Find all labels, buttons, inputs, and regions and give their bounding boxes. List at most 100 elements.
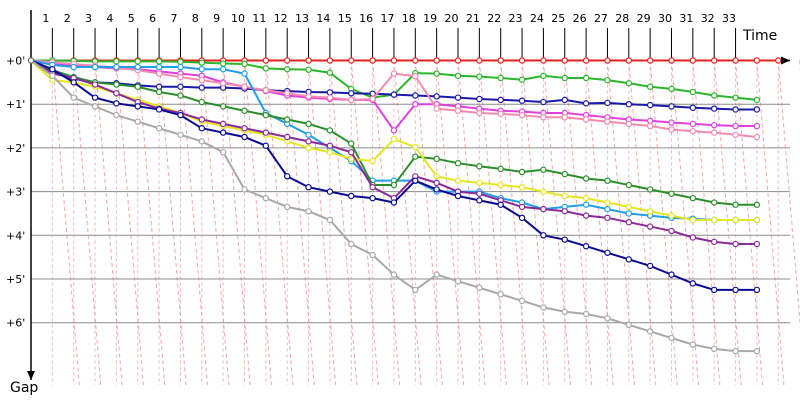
lap-diagonal [329, 60, 358, 386]
data-point [668, 212, 675, 219]
data-point [711, 216, 718, 224]
data-point [390, 70, 398, 77]
data-point [412, 100, 419, 108]
lap-diagonal [51, 60, 80, 386]
data-point [518, 184, 526, 191]
data-point [326, 89, 334, 96]
data-point [753, 286, 761, 294]
data-point [219, 103, 227, 110]
data-point [561, 236, 568, 243]
data-point [369, 251, 376, 259]
data-point [198, 59, 205, 66]
data-point [348, 149, 355, 156]
data-point [390, 135, 398, 143]
data-point [326, 142, 334, 149]
data-point [91, 81, 99, 88]
data-point [625, 218, 633, 226]
data-point [155, 83, 163, 90]
data-point [113, 100, 120, 107]
data-point [198, 76, 205, 84]
lap-diagonal [94, 60, 123, 386]
data-point [604, 199, 611, 206]
data-point [326, 57, 334, 64]
data-point [476, 109, 483, 117]
data-point [753, 57, 761, 64]
data-point [775, 57, 782, 64]
data-point [348, 240, 355, 248]
horizontal-grid [31, 103, 790, 324]
data-point [561, 192, 568, 200]
data-point [113, 81, 120, 88]
data-point [540, 304, 547, 311]
data-point [198, 138, 205, 145]
lap-tick-label: 20 [445, 12, 459, 25]
lap-tick-label: 25 [551, 12, 565, 25]
data-point [241, 83, 248, 90]
data-point [284, 173, 291, 180]
lap-diagonal [393, 60, 422, 386]
data-point [348, 57, 355, 64]
data-point [646, 117, 654, 125]
data-point [732, 240, 739, 248]
lap-tick-label: 8 [192, 12, 199, 25]
lap-tick-label: 17 [380, 12, 394, 25]
data-point [476, 57, 483, 64]
data-point [49, 72, 56, 79]
data-point [454, 277, 462, 285]
data-point [369, 194, 376, 202]
data-point [454, 159, 462, 167]
lap-tick-label: 23 [509, 12, 523, 25]
data-point [540, 98, 547, 106]
lap-diagonal [756, 60, 785, 386]
data-point [348, 140, 355, 147]
data-point [732, 57, 739, 64]
lap-tick-label: 13 [295, 12, 309, 25]
lap-tick-label: 18 [402, 12, 416, 25]
data-point [305, 131, 312, 138]
data-point [70, 63, 77, 71]
data-point [262, 129, 270, 136]
lap-diagonal [692, 60, 721, 386]
data-point [582, 100, 590, 107]
data-point [241, 107, 248, 114]
data-point [561, 74, 568, 82]
data-point [219, 66, 227, 73]
data-point [561, 308, 568, 315]
data-point [155, 125, 163, 132]
data-point [646, 328, 654, 335]
data-point [518, 168, 526, 176]
lap-tick-label: 29 [637, 12, 651, 25]
data-point [753, 347, 761, 355]
data-point [219, 80, 227, 87]
data-point [476, 190, 483, 197]
data-point [497, 165, 504, 173]
data-point [305, 138, 312, 145]
lap-tick-label: 4 [106, 12, 113, 25]
data-point [433, 173, 440, 180]
data-point [711, 57, 718, 64]
lap-diagonal [372, 60, 401, 386]
data-point [540, 166, 547, 173]
data-point [454, 94, 462, 101]
lap-diagonal [436, 60, 465, 386]
lap-diagonal [350, 60, 379, 386]
data-point [625, 181, 633, 189]
data-point [390, 57, 398, 64]
data-point [753, 201, 761, 208]
lap-diagonal [265, 60, 294, 386]
data-point [711, 129, 718, 136]
lap-diagonal-lines [51, 60, 800, 386]
data-point [604, 177, 611, 184]
data-point [689, 120, 697, 128]
data-point [433, 57, 440, 64]
data-point [305, 93, 312, 100]
data-point [689, 194, 697, 202]
lap-diagonal [158, 60, 187, 386]
data-point [262, 142, 270, 149]
gap-tick-label: +0' [6, 55, 25, 68]
data-point [732, 122, 739, 130]
data-point [390, 127, 398, 134]
lap-diagonal [73, 60, 102, 386]
data-point [305, 120, 312, 128]
data-point [625, 203, 633, 211]
